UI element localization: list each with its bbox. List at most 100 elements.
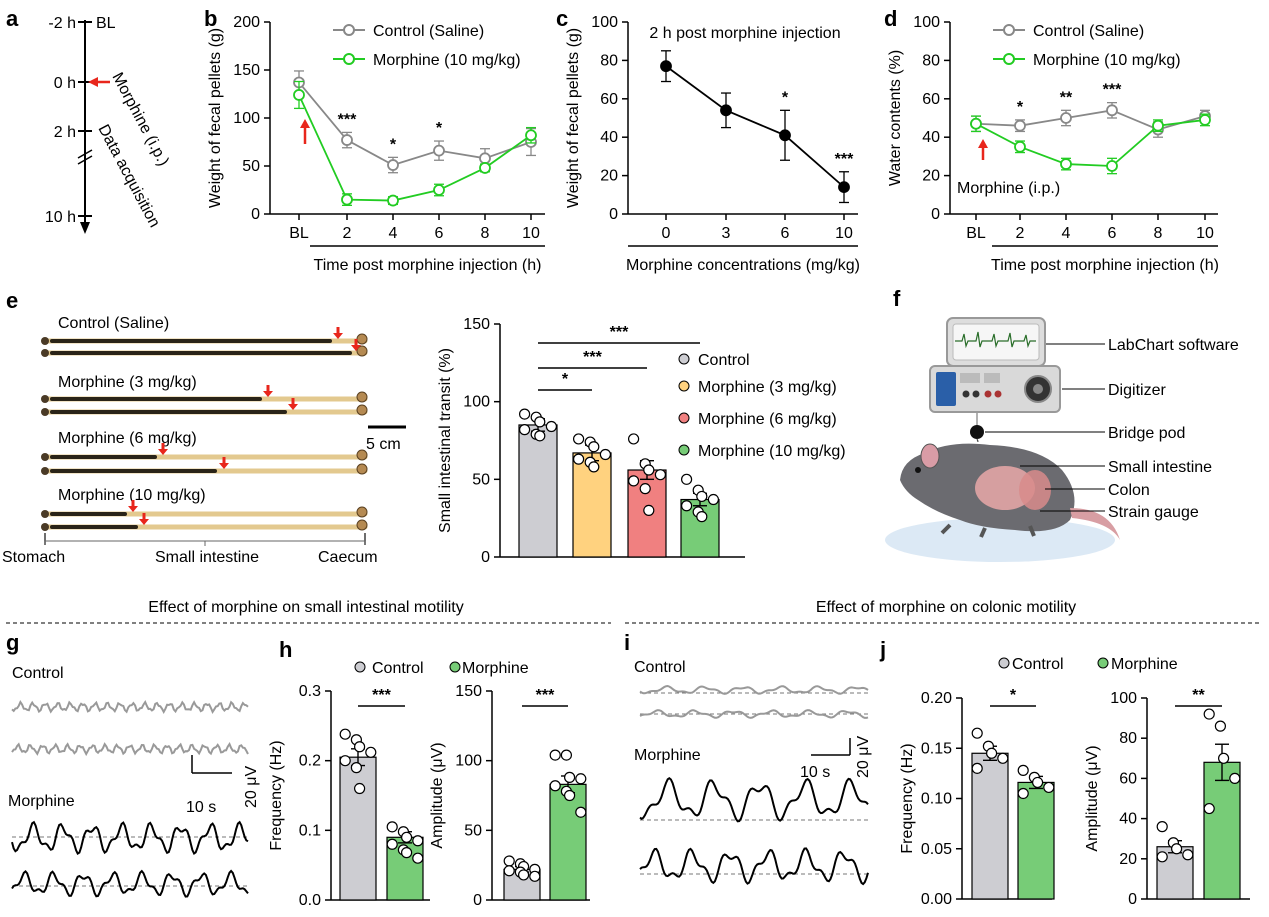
h_freq-y-tick-label: 0.2 — [299, 753, 321, 770]
time-minus2: -2 h — [48, 15, 76, 32]
h_amp-data-point — [575, 806, 587, 818]
j_freq-data-point — [1017, 764, 1029, 776]
e_bar-data-point — [588, 461, 600, 473]
stomach-end — [41, 453, 49, 461]
e_bar-data-point — [696, 490, 708, 503]
d-injection-arrow-head — [978, 139, 988, 148]
e_bar-data-point — [680, 500, 693, 512]
e_bar-data-point — [707, 493, 720, 506]
panel-i-traces: Control Morphine 10 s 20 μV — [634, 659, 872, 886]
panel-e-intestines: Control (Saline) Morphine (3 mg/kg) Morp… — [2, 315, 406, 566]
legend-e-m3: Morphine (3 mg/kg) — [698, 379, 837, 396]
stomach-end — [41, 467, 49, 475]
scale-bar-label: 5 cm — [366, 436, 401, 453]
h_amp-data-point — [503, 855, 515, 867]
panel-a-timeline: -2 h 0 h 2 h 10 h BL Morphine (i.p.) Dat… — [45, 15, 172, 234]
panel-label-a: a — [6, 6, 19, 31]
h_amp-y-label: Amplitude (μV) — [429, 742, 446, 848]
legend-d-morphine: Morphine (10 mg/kg) — [1033, 52, 1181, 69]
caecum-end — [356, 404, 368, 416]
transit-arrow-head — [263, 391, 273, 397]
legend-j-morphine: Morphine — [1111, 656, 1178, 673]
b-y-tick-label: 200 — [233, 14, 260, 31]
d-point — [1014, 140, 1026, 153]
transit-arrow-head — [288, 404, 298, 410]
d-x-tick-label: 2 — [1016, 225, 1025, 242]
c-significance: * — [782, 89, 789, 106]
c-point — [779, 129, 791, 142]
panel-label-h: h — [279, 637, 292, 662]
j_amp-data-point — [1217, 752, 1230, 764]
e_bar-data-point — [588, 441, 600, 453]
j_amp-data-point — [1214, 720, 1227, 732]
label-strain-gauge: Strain gauge — [1108, 504, 1199, 521]
h_freq-data-point — [350, 762, 362, 774]
transit-arrow-head — [158, 449, 168, 455]
e_bar-y-tick-label: 0 — [481, 549, 490, 566]
stomach-end — [41, 510, 49, 518]
legend-b-control: Control (Saline) — [373, 23, 484, 40]
h_amp-data-point — [563, 771, 576, 783]
e_bar-data-point — [627, 475, 640, 487]
d-x-tick-label: BL — [966, 225, 986, 242]
transit-arrow-head — [219, 463, 229, 469]
caecum-end — [356, 463, 368, 475]
h_amp-data-point — [517, 869, 530, 881]
h_amp-data-point — [563, 789, 576, 802]
i-control-label: Control — [634, 659, 686, 676]
j_freq-data-point — [985, 747, 998, 759]
i-scale-y: 20 μV — [855, 736, 872, 778]
d-significance: *** — [1103, 82, 1122, 99]
e_bar-data-point — [572, 433, 585, 445]
g-morphine-trace-2 — [11, 869, 249, 898]
i-control-trace-2 — [639, 709, 869, 719]
b-y-tick-label: 50 — [242, 158, 260, 175]
d-y-tick-label: 100 — [913, 14, 940, 31]
legend-b-morphine: Morphine (10 mg/kg) — [373, 52, 521, 69]
e_bar-data-point — [639, 483, 651, 495]
chart-c-dose-response: 0 20 40 60 80 100 Weight of fecal pellets (g) 0… — [565, 14, 860, 274]
i-morphine-trace-2 — [639, 847, 869, 886]
chart-j-frequency: 0.00 0.05 0.10 0.15 0.20 Frequency (Hz) * — [899, 687, 1055, 908]
intestine-icon — [975, 466, 1035, 510]
h_freq-significance: *** — [372, 687, 391, 704]
c-significance: *** — [835, 151, 854, 168]
c-x-tick-label: 10 — [835, 225, 853, 242]
section-title-small: Effect of morphine on small intestinal m… — [148, 599, 463, 616]
c-y-tick-label: 40 — [600, 129, 618, 146]
j_freq-data-point — [971, 727, 983, 739]
h_amp-data-point — [503, 865, 515, 877]
legend-e-m6: Morphine (6 mg/kg) — [698, 411, 837, 428]
e_bar-data-point — [643, 504, 655, 516]
h_freq-data-point — [412, 835, 424, 847]
panel-label-f: f — [893, 286, 901, 311]
j_amp-significance: ** — [1192, 687, 1205, 704]
g-scale-x: 10 s — [186, 799, 216, 816]
b-point — [387, 159, 399, 171]
group-label-m3: Morphine (3 mg/kg) — [58, 374, 197, 391]
c-point — [838, 181, 850, 194]
legend-d: Control (Saline) Morphine (10 mg/kg) — [993, 23, 1181, 69]
transit-arrow-head — [333, 333, 343, 339]
panel-label-b: b — [204, 6, 217, 31]
d-x-tick-label: 6 — [1108, 225, 1117, 242]
c-point — [660, 60, 672, 73]
label-digitizer: Digitizer — [1108, 382, 1166, 399]
d-y-tick-label: 40 — [922, 129, 940, 146]
bl-label: BL — [96, 15, 116, 32]
h_freq-data-point — [401, 847, 413, 859]
h_amp-bar — [549, 783, 587, 901]
c-title: 2 h post morphine injection — [649, 25, 840, 42]
panel-label-j: j — [879, 637, 886, 662]
d-series-line — [975, 109, 1206, 131]
e_bar-data-point — [545, 420, 558, 433]
j_freq-data-point — [1017, 787, 1029, 800]
e_bar-data-point — [572, 453, 585, 465]
caecum-end — [356, 449, 368, 461]
b-significance: * — [390, 136, 397, 153]
h_freq-data-point — [386, 838, 398, 850]
j_amp-y-tick-label: 80 — [1119, 730, 1137, 747]
d-point — [1014, 119, 1026, 132]
b-x-tick-label: 2 — [343, 225, 352, 242]
